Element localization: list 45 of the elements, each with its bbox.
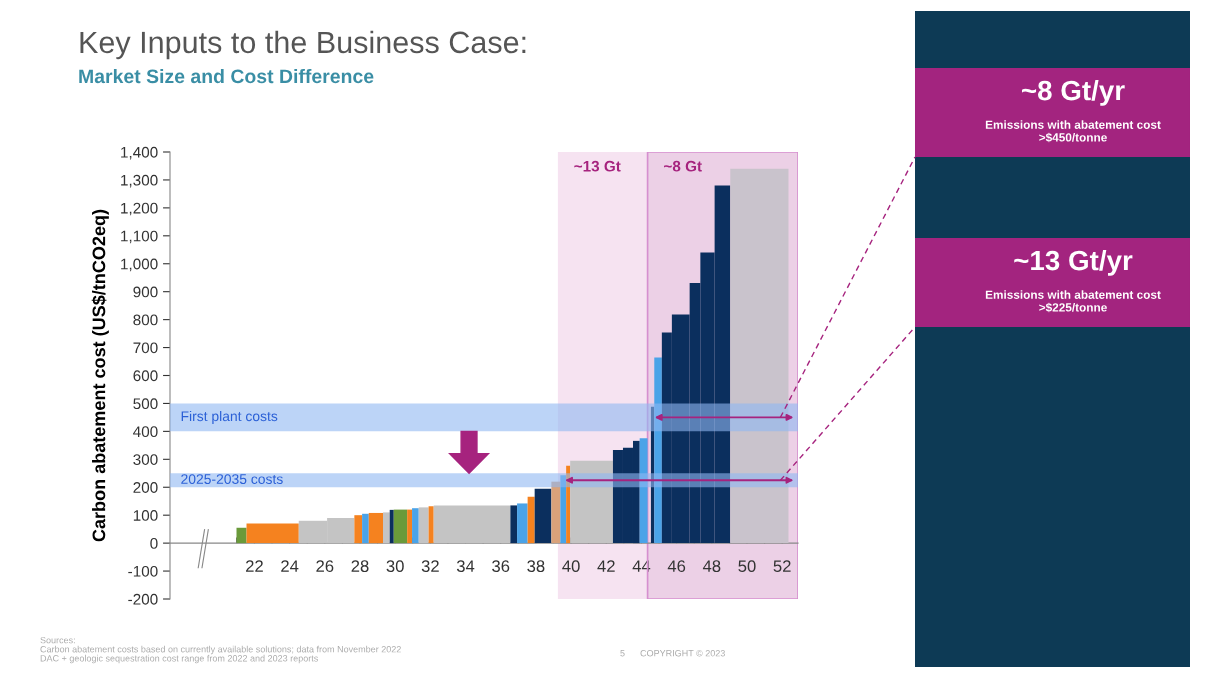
x-tick-label: 46 [667,560,686,573]
y-tick-label: 600 [133,370,158,382]
x-tick-label: 32 [421,560,439,573]
chart-title: Key Inputs to the Business Case: [80,30,526,60]
text: 5 COPYRIGHT © 2023 [620,650,725,657]
y-tick-label: 800 [133,314,158,326]
y-tick-label: 900 [133,286,158,298]
x-tick-label: 38 [527,560,545,573]
x-tick-label: 22 [246,560,263,572]
y-tick-label: 1,300 [121,174,158,188]
x-tick-label: 50 [738,560,756,573]
y-tick-label: 0 [150,537,158,549]
y-tick-label: 200 [133,482,158,493]
y-tick-label: 300 [133,454,158,465]
y-tick-label: 1,200 [121,202,158,216]
x-tick-label: 36 [492,560,510,573]
x-tick-label: 52 [773,560,791,573]
x-tick-label: 42 [597,560,615,572]
y-tick-label: -100 [128,565,158,577]
y-tick-label: 400 [133,426,158,438]
x-tick-label: 40 [562,560,580,573]
text: ~8 Gt/yr [1021,79,1125,106]
y-tick-label: 500 [133,398,158,410]
band-label: 2025-2035 costs [181,474,283,484]
y-tick-label: 700 [133,342,158,354]
y-tick-label: 1,100 [121,230,158,244]
band-label: ~13 Gt [574,160,621,172]
text: ~13 Gt/yr [1014,249,1133,276]
y-tick-label: 1,400 [121,146,158,160]
band-label: First plant costs [181,410,278,424]
x-tick-label: 28 [351,560,369,573]
text: Emissions with abatement cost >$225/tonne [985,290,1161,313]
x-tick-label: 48 [702,560,721,573]
y-tick-label: -200 [128,593,158,605]
x-tick-label: 26 [316,560,334,573]
source-note: Sources: Carbon abatement costs based on currently available solutions; data from November 2022 DAC + geologic sequestration cost range from 2022 and 2023 reports [40,636,401,664]
x-tick-label: 30 [386,560,404,573]
band-label: ~8 Gt [664,160,702,172]
y-axis-title: Carbon abatement cost (US$/tnCO2eq) [91,209,109,542]
chart-subtitle: Market Size and Cost Difference [79,68,374,84]
x-tick-label: 34 [456,560,475,573]
y-tick-label: 100 [133,510,158,521]
text: Emissions with abatement cost >$450/tonne [985,120,1161,143]
x-tick-label: 24 [281,560,299,572]
y-tick-label: 1,000 [121,258,158,272]
